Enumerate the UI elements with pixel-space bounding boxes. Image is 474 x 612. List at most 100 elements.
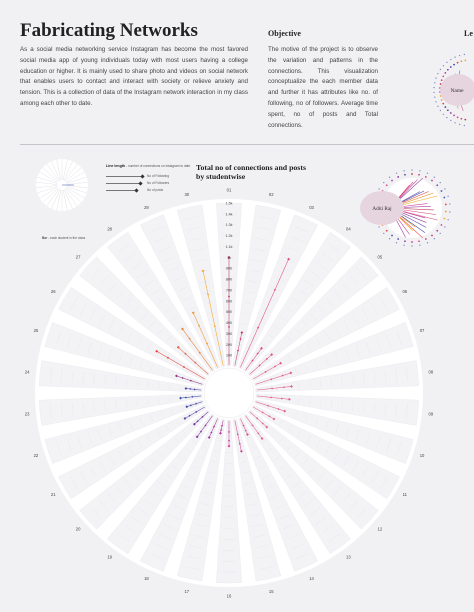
student-id-label: 22: [34, 453, 39, 458]
bar-tick: [136, 379, 138, 388]
key-label-posts: No of posts: [147, 188, 164, 192]
bar-tick: [334, 326, 340, 336]
bar-tick: [158, 298, 166, 304]
radial-tick-label: 1k: [227, 256, 231, 260]
connection-marker: [197, 324, 201, 327]
radial-tick-label: 100: [226, 354, 232, 358]
student-bar: [238, 416, 318, 572]
bar-tick: [322, 252, 334, 262]
connection-marker: [282, 386, 286, 389]
bar-tick: [154, 236, 167, 243]
student-bar: [255, 360, 420, 393]
radial-tick-label: 1.5k: [226, 202, 233, 206]
bar-tick: [356, 429, 360, 441]
mini-spoke: [56, 159, 62, 181]
bar-tick: [98, 429, 102, 441]
student-bar: [232, 204, 282, 368]
example-dot: [391, 234, 393, 237]
student-id-label: 07: [420, 328, 425, 333]
bar-tick: [91, 267, 101, 279]
bar-tick: [71, 403, 74, 416]
connection-line: [186, 401, 203, 408]
bar-tick: [191, 439, 197, 443]
example-dot: [404, 173, 406, 176]
bar-tick: [60, 403, 63, 418]
radial-tick-label: 1.1k: [226, 245, 233, 249]
bar-tick: [156, 430, 161, 437]
connection-marker: [189, 379, 192, 382]
mini-spoke: [64, 188, 78, 207]
bar-tick: [214, 450, 219, 452]
mini-spoke: [62, 159, 68, 181]
student-id-label: 08: [429, 369, 434, 374]
bar-tick: [174, 343, 179, 349]
bar-tick: [249, 513, 260, 517]
bar-tick: [341, 282, 351, 293]
connection-line: [249, 411, 268, 428]
student-id-label: 18: [144, 576, 149, 581]
mini-spoke: [37, 176, 58, 184]
example-dot: [395, 242, 398, 244]
bar-tick: [147, 398, 149, 405]
bar-tick: [320, 379, 322, 388]
bar-key-note: Bar - each student in the class: [42, 236, 85, 240]
connection-line: [182, 328, 213, 371]
connection-marker: [236, 349, 240, 352]
mini-spoke: [66, 187, 85, 199]
example-dot: [411, 169, 413, 171]
bar-tick: [119, 353, 123, 363]
legend-top-dot: [456, 116, 459, 119]
connection-marker: [227, 255, 231, 259]
bar-tick: [208, 471, 216, 474]
bar-tick: [168, 266, 179, 272]
bar-tick: [244, 301, 252, 304]
student-bar: [251, 404, 400, 500]
example-dot: [403, 244, 405, 246]
mini-spoke: [66, 186, 87, 194]
example-dot: [391, 179, 393, 182]
example-dot: [426, 172, 429, 174]
bar-tick: [396, 330, 402, 345]
connection-line: [253, 362, 281, 380]
bar-tick: [192, 248, 205, 252]
example-dot: [433, 176, 436, 178]
bar-tick: [366, 432, 371, 444]
connection-marker: [261, 422, 264, 425]
bar-tick: [118, 326, 124, 336]
bar-tick: [149, 320, 156, 328]
bar-tick: [181, 406, 184, 410]
bar-tick: [298, 397, 300, 404]
connection-marker: [212, 425, 216, 428]
connection-marker: [207, 436, 211, 439]
bar-tick: [132, 472, 140, 481]
bar-tick: [361, 308, 369, 320]
bar-tick: [171, 316, 178, 321]
bar-tick: [173, 504, 183, 510]
bar-tick: [198, 513, 209, 517]
bar-tick: [93, 373, 95, 385]
legend-top-dot: [458, 54, 461, 57]
bar-tick: [341, 376, 343, 386]
legend-top-dot: [456, 61, 459, 64]
connection-marker: [189, 387, 192, 390]
bar-tick: [341, 493, 351, 504]
bar-tick: [371, 303, 379, 315]
bar-tick: [305, 364, 308, 372]
bar-tick: [267, 485, 275, 489]
bar-tick: [99, 500, 109, 511]
bar-tick: [66, 334, 72, 348]
legend-top-dot: [450, 58, 452, 61]
connection-marker: [287, 257, 291, 261]
student-id-label: 27: [76, 255, 81, 260]
legend-top-dot: [440, 99, 443, 101]
bar-tick: [136, 398, 138, 407]
bar-tick: [178, 325, 184, 330]
bar-tick: [287, 246, 299, 253]
connection-marker: [246, 433, 249, 436]
connection-marker: [283, 409, 287, 413]
connection-marker: [155, 349, 159, 353]
bar-tick: [115, 376, 117, 386]
bar-tick: [316, 261, 327, 270]
bar-tick: [129, 357, 133, 366]
mini-spoke: [62, 189, 68, 211]
